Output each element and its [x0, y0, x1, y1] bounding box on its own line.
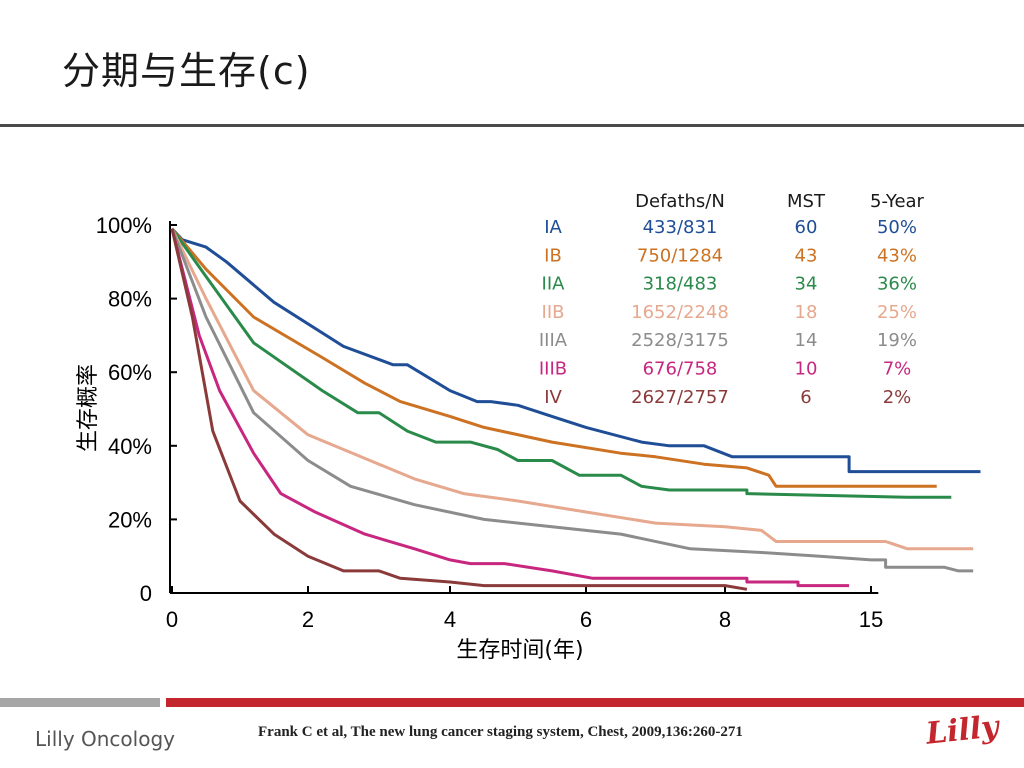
citation: Frank C et al, The new lung cancer stagi…: [258, 724, 743, 740]
x-tick-label: 15: [859, 607, 883, 632]
legend-header: Defaths/N: [635, 191, 725, 212]
x-tick-label: 2: [302, 607, 314, 632]
x-tick-label: 8: [719, 607, 731, 632]
survival-chart: 0 20% 40% 60% 80% 100% 0 2 4 6 8 15 生存时间(年) 生存概率 Defat…: [76, 191, 981, 663]
y-tick-label: 60%: [108, 360, 152, 385]
legend-cell: 433/831: [643, 217, 718, 238]
legend-cell: 50%: [877, 217, 917, 238]
legend-cell: 36%: [877, 274, 917, 295]
legend-cell: IIIB: [539, 359, 567, 380]
legend-cell: 676/758: [643, 359, 718, 380]
legend-cell: IA: [544, 217, 562, 238]
legend-cell: IB: [544, 245, 562, 266]
legend-cell: 43: [795, 245, 818, 266]
legend-cell: 19%: [877, 330, 917, 351]
y-tick-label: 80%: [108, 287, 152, 312]
series-line-iia: [170, 227, 952, 499]
footer-bar-gray: [0, 698, 160, 707]
y-tick-label: 0: [140, 581, 152, 606]
legend-cell: 1652/2248: [631, 302, 729, 323]
legend-cell: 2627/2757: [631, 387, 729, 408]
y-axis-label: 生存概率: [76, 364, 101, 452]
legend-cell: 10: [795, 359, 818, 380]
legend-cell: 18: [795, 302, 818, 323]
legend-cell: 25%: [877, 302, 917, 323]
legend-cell: 14: [795, 330, 818, 351]
x-tick-label: 0: [166, 607, 178, 632]
legend-cell: IV: [544, 387, 562, 408]
brand-logo: Lilly: [924, 709, 1001, 752]
legend-header: 5-Year: [870, 191, 925, 212]
legend-cell: 2528/3175: [631, 330, 729, 351]
legend-cell: IIB: [542, 302, 565, 323]
series-line-iiia: [170, 228, 974, 573]
legend-cell: 7%: [883, 359, 912, 380]
series-line-iiib: [170, 228, 850, 588]
legend-cell: 750/1284: [637, 245, 723, 266]
series-line-ia: [170, 227, 981, 474]
legend-cell: 318/483: [643, 274, 718, 295]
title-divider: [0, 124, 1024, 127]
legend-cell: IIA: [542, 274, 566, 295]
slide-title: 分期与生存(c): [62, 49, 311, 93]
footer-logo: Lilly Oncology: [35, 727, 175, 751]
series-line-ib: [170, 227, 937, 488]
legend-cell: 2%: [883, 387, 912, 408]
x-tick-label: 4: [444, 607, 456, 632]
x-axis-label: 生存时间(年): [456, 638, 583, 663]
y-tick-label: 20%: [108, 507, 152, 532]
series-line-iv: [170, 228, 748, 591]
legend-cell: IIIA: [539, 330, 568, 351]
y-tick-label: 40%: [108, 434, 152, 459]
series-line-iib: [170, 228, 974, 551]
legend-cell: 43%: [877, 245, 917, 266]
legend-cell: 6: [800, 387, 811, 408]
legend-cell: 34: [795, 274, 818, 295]
footer-bar-red: [166, 698, 1024, 707]
y-tick-label: 100%: [96, 213, 152, 238]
legend-cell: 60: [795, 217, 818, 238]
x-tick-label: 6: [580, 607, 592, 632]
legend-header: MST: [787, 191, 826, 212]
